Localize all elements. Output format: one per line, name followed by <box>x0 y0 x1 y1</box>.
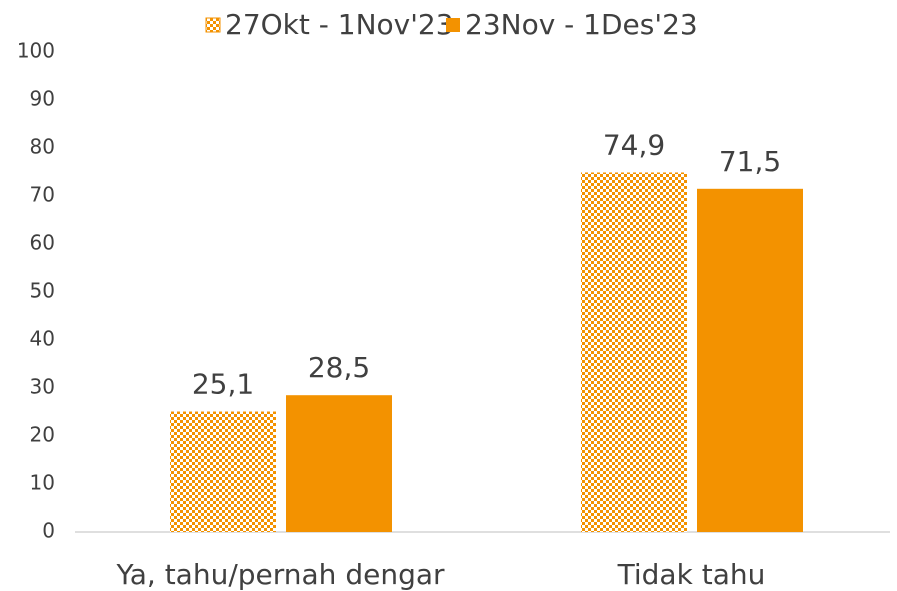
bar <box>581 172 687 533</box>
y-tick-label: 10 <box>30 471 55 495</box>
y-tick-label: 50 <box>30 279 55 303</box>
legend-label: 27Okt - 1Nov'23 <box>225 8 454 41</box>
y-tick-label: 40 <box>30 327 55 351</box>
bar <box>170 411 276 532</box>
value-label: 74,9 <box>603 128 665 161</box>
bar <box>286 395 392 532</box>
x-tick-label: Ya, tahu/pernah dengar <box>115 558 445 591</box>
legend-label: 23Nov - 1Des'23 <box>465 8 698 41</box>
bar <box>697 188 803 533</box>
x-tick-label: Tidak tahu <box>617 558 766 591</box>
legend-swatch <box>205 17 221 33</box>
y-tick-label: 20 <box>30 423 55 447</box>
value-label: 28,5 <box>308 351 370 384</box>
y-tick-label: 70 <box>30 183 55 207</box>
value-label: 71,5 <box>719 145 781 178</box>
value-label: 25,1 <box>192 368 254 401</box>
legend-swatch <box>446 18 460 32</box>
y-tick-label: 0 <box>42 519 55 543</box>
y-tick-label: 90 <box>30 87 55 111</box>
y-tick-label: 60 <box>30 231 55 255</box>
y-tick-label: 80 <box>30 135 55 159</box>
y-tick-label: 30 <box>30 375 55 399</box>
y-tick-label: 100 <box>17 39 55 63</box>
